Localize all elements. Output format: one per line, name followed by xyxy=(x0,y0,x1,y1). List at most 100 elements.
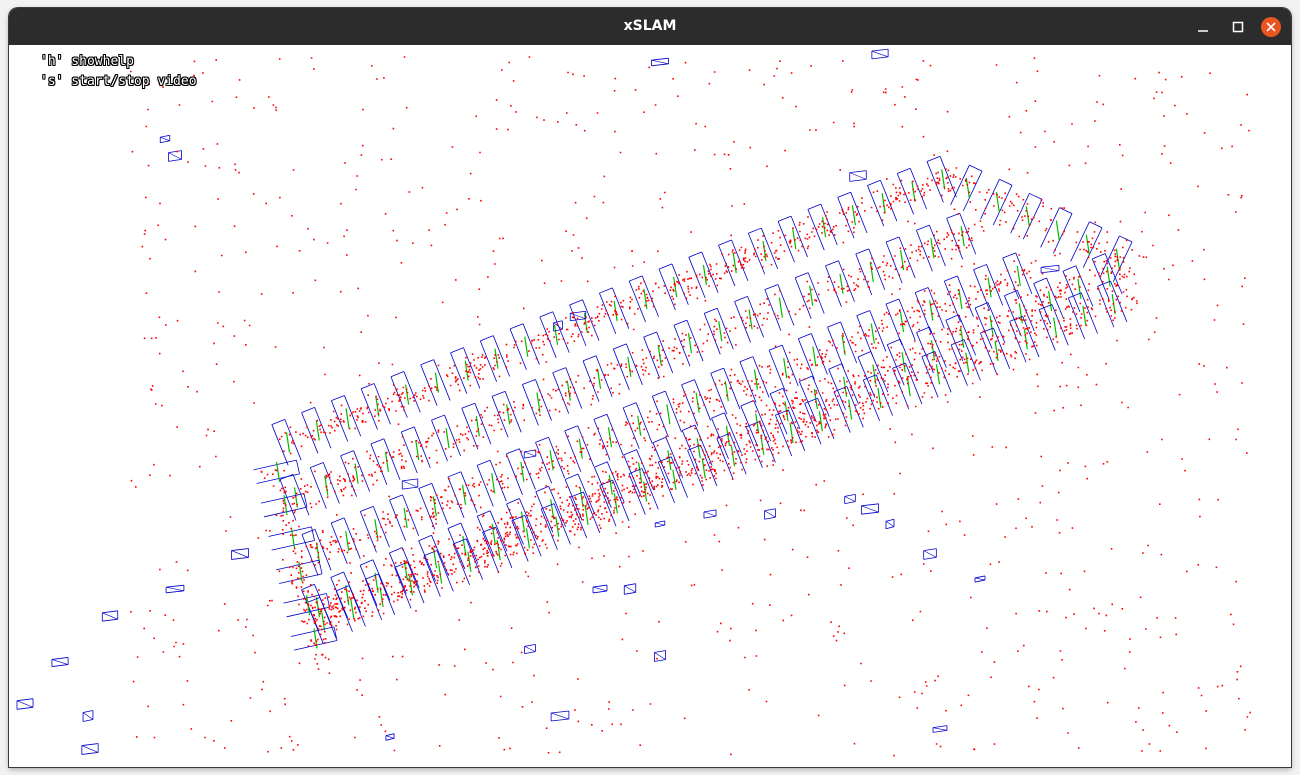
keyframe-outline xyxy=(365,578,383,621)
keyframe-outline xyxy=(856,315,874,357)
keyframe-outline xyxy=(658,268,676,311)
keyframe-outline xyxy=(461,402,475,409)
keyframe-outline xyxy=(599,287,613,294)
keyframe-outline xyxy=(166,590,184,594)
keyframe-outline xyxy=(452,543,470,586)
keyframe-outline xyxy=(682,424,696,431)
trajectory-segment xyxy=(753,369,759,390)
keyframe-outline xyxy=(433,359,451,401)
keyframe-outline xyxy=(593,413,608,420)
keyframe-outline xyxy=(552,372,570,414)
keyframe-outline xyxy=(923,556,937,560)
keyframe-outline xyxy=(797,338,815,380)
trajectory-segment xyxy=(960,327,965,348)
keyframe-outline xyxy=(703,509,717,513)
keyframe-outline xyxy=(885,526,895,530)
keyframe-outline xyxy=(524,451,536,457)
keyframe-outline xyxy=(716,308,734,350)
keyframe-outline xyxy=(658,456,672,463)
trajectory-segment xyxy=(596,368,602,389)
keyframe-outline xyxy=(506,448,520,455)
keyframe-outline xyxy=(479,340,498,382)
keyframe-outline xyxy=(330,400,349,442)
keyframe-outline xyxy=(51,657,69,660)
trajectory-segment xyxy=(1018,303,1023,324)
keyframe-outline xyxy=(390,376,408,418)
trajectory-segment xyxy=(524,336,529,357)
keyframe-outline xyxy=(664,391,682,433)
keyframe-outline xyxy=(932,729,948,733)
close-button[interactable] xyxy=(1261,17,1281,37)
trajectory-segment xyxy=(320,610,326,631)
minimize-button[interactable] xyxy=(1193,17,1213,37)
keyframe-outline xyxy=(348,585,366,627)
trajectory-segment xyxy=(701,458,706,479)
keyframe-outline xyxy=(431,483,449,525)
keyframe-outline xyxy=(373,383,391,425)
trajectory-segment xyxy=(384,451,390,472)
keyframe-outline xyxy=(687,444,701,451)
trajectory-segment xyxy=(638,462,643,483)
trajectory-segment xyxy=(783,358,788,379)
keyframe-outline xyxy=(388,552,407,594)
keyframe-outline xyxy=(16,700,34,708)
keyframe-outline xyxy=(326,593,330,608)
keyframe-outline xyxy=(652,390,666,397)
trajectory-segment xyxy=(1055,220,1060,241)
keyframe-outline xyxy=(820,204,838,246)
keyframe-outline xyxy=(51,664,69,667)
keyframe-outline xyxy=(841,363,859,405)
keyframe-outline xyxy=(592,584,608,588)
keyframe-outline xyxy=(359,565,378,606)
trajectory-segment xyxy=(724,381,729,402)
keyframe-outline xyxy=(962,170,983,212)
keyframe-outline xyxy=(885,303,903,346)
trajectory-segment xyxy=(637,415,642,436)
keyframe-outline xyxy=(651,63,669,67)
trajectory-segment xyxy=(434,372,440,393)
keyframe-outline xyxy=(885,298,900,305)
keyframe-outline xyxy=(333,626,338,641)
trajectory-segment xyxy=(672,469,677,490)
keyframe-outline xyxy=(564,473,579,480)
keyframe-outline xyxy=(923,548,937,552)
trajectory-segment xyxy=(506,404,511,425)
keyframe-outline xyxy=(799,375,813,382)
keyframe-outline xyxy=(463,347,481,389)
title-bar[interactable]: xSLAM xyxy=(9,8,1291,45)
keyframe-outline xyxy=(625,343,643,385)
keyframe-outline xyxy=(102,618,118,622)
keyframe-outline xyxy=(260,493,305,504)
keyframe-outline xyxy=(775,409,789,416)
keyframe-outline xyxy=(461,408,479,450)
keyframe-outline xyxy=(875,374,893,416)
trajectory-segment xyxy=(345,408,350,429)
keyframe-outline xyxy=(271,424,289,466)
keyframe-outline xyxy=(974,302,989,309)
keyframe-outline xyxy=(1015,252,1033,294)
slam-map-viewport[interactable]: 'h' showhelp 's' start/stop video xyxy=(10,45,1290,766)
keyframe-outline xyxy=(833,386,848,393)
maximize-button[interactable] xyxy=(1228,17,1248,37)
trajectory-segment xyxy=(702,264,708,286)
trajectory-segment xyxy=(290,528,296,549)
keyframe-outline xyxy=(268,526,312,537)
keyframe-outline xyxy=(540,503,555,510)
keyframe-outline xyxy=(628,468,643,475)
keyframe-outline xyxy=(718,239,732,246)
keyframe-outline xyxy=(641,468,659,510)
keyframe-outline xyxy=(551,718,569,722)
trajectory-segment xyxy=(960,226,965,247)
keyframe-outline xyxy=(764,289,782,331)
keyframe-outline xyxy=(82,712,94,720)
keyframe-outline xyxy=(760,227,779,270)
keyframe-outline xyxy=(781,344,799,387)
keyframe-outline xyxy=(480,335,494,342)
keyframe-outline xyxy=(623,454,642,496)
keyframe-outline xyxy=(764,508,776,512)
trajectory-segment xyxy=(989,315,994,336)
keyframe-outline xyxy=(885,241,903,284)
keyframe-outline xyxy=(1112,241,1133,282)
keyframe-outline xyxy=(599,479,613,486)
keyframe-outline xyxy=(837,197,855,239)
